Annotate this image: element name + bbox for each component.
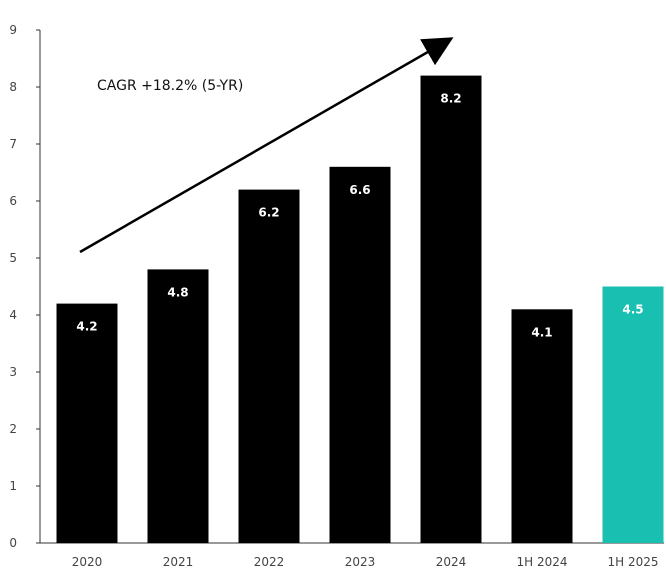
y-tick-label: 5: [9, 251, 17, 265]
cagr-annotation: CAGR +18.2% (5-YR): [97, 78, 243, 94]
bars: [56, 75, 664, 544]
bar-value-labels: 4.2 4.8 6.2 6.6 8.2 4.1 4.5: [76, 92, 643, 340]
x-axis: 2020 2021 2022 2023 2024 1H 2024 1H 2025: [40, 542, 664, 569]
x-tick-label: 1H 2024: [516, 555, 567, 569]
bar-value-label: 6.2: [258, 206, 279, 220]
y-tick-label: 2: [9, 422, 17, 436]
y-axis: 0 1 2 3 4 5 6 7 8 9: [9, 23, 41, 550]
y-tick-label: 7: [9, 137, 17, 151]
y-tick-label: 0: [9, 536, 17, 550]
y-tick-label: 6: [9, 194, 17, 208]
x-tick-label: 2023: [345, 555, 376, 569]
x-tick-label: 2022: [254, 555, 285, 569]
bar-value-label: 6.6: [349, 183, 370, 197]
y-tick-label: 4: [9, 308, 17, 322]
y-tick-label: 9: [9, 23, 17, 37]
y-tick-label: 3: [9, 365, 17, 379]
x-tick-label: 2021: [163, 555, 194, 569]
bar-2023: [329, 166, 391, 544]
growth-trend-arrow: [79, 37, 454, 254]
bar-2022: [238, 189, 300, 543]
x-tick-label: 1H 2025: [607, 555, 658, 569]
bar-1h-2024: [511, 309, 573, 543]
y-tick-label: 8: [9, 80, 17, 94]
bar-2020: [56, 303, 118, 543]
bar-value-label: 8.2: [440, 92, 461, 106]
x-tick-label: 2020: [72, 555, 103, 569]
y-tick-label: 1: [9, 479, 17, 493]
bar-value-label: 4.2: [76, 320, 97, 334]
x-tick-label: 2024: [436, 555, 467, 569]
bar-value-label: 4.5: [622, 303, 643, 317]
bar-2024: [420, 75, 482, 543]
bar-1h-2025: [602, 286, 664, 543]
bar-value-label: 4.8: [167, 285, 188, 299]
bar-2021: [147, 269, 209, 543]
bar-value-label: 4.1: [531, 325, 552, 339]
